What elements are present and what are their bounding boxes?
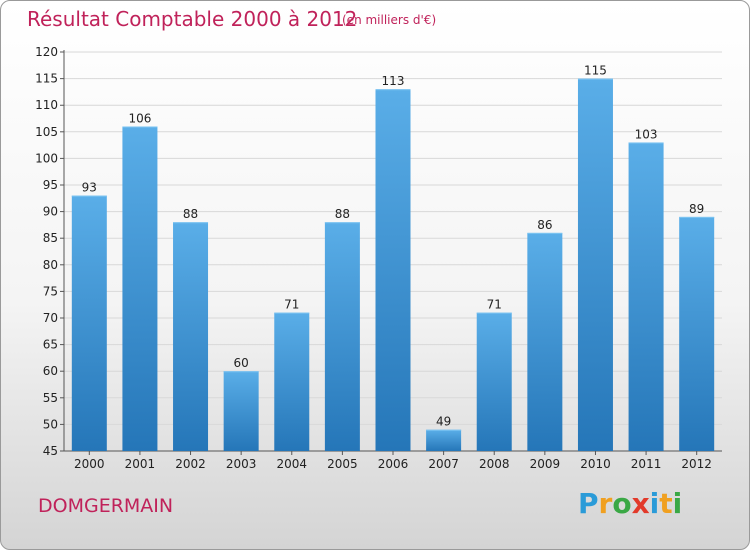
data-label: 115 xyxy=(584,64,607,78)
x-tick-label: 2009 xyxy=(530,457,561,471)
y-tick-label: 45 xyxy=(43,444,58,458)
logo-letter: r xyxy=(598,487,613,520)
bar xyxy=(173,222,209,451)
data-label: 71 xyxy=(487,298,502,312)
bar xyxy=(324,222,360,451)
y-tick-label: 90 xyxy=(43,205,58,219)
data-label: 89 xyxy=(689,202,704,216)
logo-letter: P xyxy=(578,487,599,520)
x-tick-label: 2010 xyxy=(580,457,611,471)
y-tick-label: 95 xyxy=(43,178,58,192)
logo-letter: o xyxy=(612,487,632,520)
logo-letter: t xyxy=(659,487,673,520)
y-tick-label: 115 xyxy=(35,72,58,86)
x-tick-label: 2000 xyxy=(74,457,105,471)
y-tick-label: 50 xyxy=(43,417,58,431)
chart-subtitle: (en milliers d'€) xyxy=(342,13,437,27)
y-tick-label: 65 xyxy=(43,338,58,352)
x-tick-label: 2003 xyxy=(226,457,257,471)
x-tick-label: 2004 xyxy=(276,457,307,471)
y-tick-label: 100 xyxy=(35,151,58,165)
y-tick-label: 60 xyxy=(43,364,58,378)
chart-title: Résultat Comptable 2000 à 2012 xyxy=(27,7,358,31)
data-label: 88 xyxy=(183,207,198,221)
data-label: 103 xyxy=(635,127,658,141)
bar xyxy=(71,195,107,451)
bar xyxy=(375,89,411,452)
y-tick-label: 110 xyxy=(35,98,58,112)
bar xyxy=(122,126,158,451)
y-tick-label: 55 xyxy=(43,391,58,405)
logo-letter: x xyxy=(631,487,650,520)
bar xyxy=(679,216,715,451)
proxiti-logo: Proxiti xyxy=(578,487,682,520)
bars xyxy=(71,78,715,452)
data-label: 88 xyxy=(335,207,350,221)
y-tick-label: 70 xyxy=(43,311,58,325)
bar xyxy=(527,232,563,451)
bar xyxy=(223,371,259,451)
x-tick-label: 2007 xyxy=(428,457,459,471)
y-tick-label: 75 xyxy=(43,284,58,298)
y-tick-label: 105 xyxy=(35,125,58,139)
bar xyxy=(426,429,462,451)
logo-letter: i xyxy=(649,487,660,520)
data-label: 93 xyxy=(82,181,97,195)
bar xyxy=(577,78,613,451)
y-tick-label: 120 xyxy=(35,45,58,59)
place-name: DOMGERMAIN xyxy=(38,495,174,517)
data-label: 113 xyxy=(382,74,405,88)
data-label: 86 xyxy=(537,218,552,232)
x-tick-label: 2005 xyxy=(327,457,358,471)
x-tick-label: 2002 xyxy=(175,457,206,471)
x-tick-label: 2001 xyxy=(125,457,156,471)
x-tick-label: 2011 xyxy=(631,457,662,471)
data-label: 106 xyxy=(128,111,151,125)
x-tick-label: 2006 xyxy=(378,457,409,471)
bar xyxy=(274,312,310,451)
data-label: 49 xyxy=(436,415,451,429)
data-label: 60 xyxy=(234,356,249,370)
x-tick-label: 2008 xyxy=(479,457,510,471)
bar xyxy=(476,312,512,451)
labels: 45 50 55 60 65 70 75 80 85 90 95 100 105 110 115 120 93 2… xyxy=(35,45,712,471)
x-tick-label: 2012 xyxy=(681,457,712,471)
data-label: 71 xyxy=(284,298,299,312)
y-tick-label: 85 xyxy=(43,231,58,245)
bar xyxy=(628,142,664,451)
logo-letter: i xyxy=(672,487,683,520)
y-tick-label: 80 xyxy=(43,258,58,272)
